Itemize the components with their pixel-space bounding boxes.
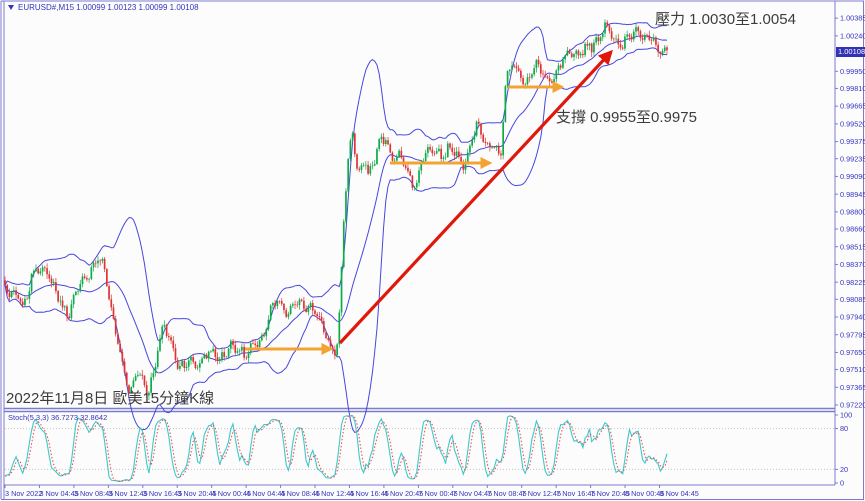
svg-text:0.97650: 0.97650 [840,348,865,357]
svg-text:0.98800: 0.98800 [840,207,865,216]
svg-text:4 Nov 00:45: 4 Nov 00:45 [212,489,251,498]
svg-text:3 Nov 20:45: 3 Nov 20:45 [177,489,216,498]
svg-text:0.99810: 0.99810 [840,84,865,93]
current-price-badge: 1.00108 [836,47,865,57]
chart-symbol-title: EURUSD#,M15 1.00099 1.00123 1.00099 1.00… [8,3,199,12]
svg-text:7 Nov 04:45: 7 Nov 04:45 [453,489,492,498]
svg-text:0.98225: 0.98225 [840,278,865,287]
svg-text:0.97795: 0.97795 [840,330,865,339]
svg-text:1.00240: 1.00240 [840,31,865,40]
svg-text:4 Nov 20:45: 4 Nov 20:45 [384,489,423,498]
resistance-annotation: 壓力 1.0030至1.0054 [655,11,796,28]
svg-text:3 Nov 08:45: 3 Nov 08:45 [74,489,113,498]
support-annotation: 支撐 0.9955至0.9975 [556,109,697,126]
svg-text:4 Nov 04:45: 4 Nov 04:45 [246,489,285,498]
svg-text:0.97510: 0.97510 [840,365,865,374]
svg-text:7 Nov 20:45: 7 Nov 20:45 [591,489,630,498]
svg-text:20: 20 [840,465,848,474]
svg-text:7 Nov 12:45: 7 Nov 12:45 [522,489,561,498]
svg-text:4 Nov 12:45: 4 Nov 12:45 [315,489,354,498]
svg-text:4 Nov 08:45: 4 Nov 08:45 [281,489,320,498]
svg-text:0.98945: 0.98945 [840,190,865,199]
svg-text:0.97940: 0.97940 [840,313,865,322]
svg-text:8 Nov 00:45: 8 Nov 00:45 [625,489,664,498]
svg-text:3 Nov 12:45: 3 Nov 12:45 [108,489,147,498]
svg-text:0.97365: 0.97365 [840,383,865,392]
svg-text:8 Nov 04:45: 8 Nov 04:45 [660,489,699,498]
svg-text:0: 0 [840,479,844,488]
svg-text:1.00385: 1.00385 [840,14,865,23]
svg-text:0.99235: 0.99235 [840,154,865,163]
svg-text:0.99090: 0.99090 [840,172,865,181]
svg-text:4 Nov 16:45: 4 Nov 16:45 [349,489,388,498]
stochastic-indicator-label: Stoch(5,3,3) 36.7273 32.8642 [8,413,108,422]
svg-text:80: 80 [840,424,848,433]
svg-text:7 Nov 16:45: 7 Nov 16:45 [556,489,595,498]
collapse-triangle-icon[interactable] [8,5,14,10]
svg-text:0.98515: 0.98515 [840,242,865,251]
svg-text:0.99520: 0.99520 [840,119,865,128]
svg-text:7 Nov 00:45: 7 Nov 00:45 [418,489,457,498]
svg-text:0.99950: 0.99950 [840,67,865,76]
svg-text:0.98660: 0.98660 [840,225,865,234]
svg-text:0.99665: 0.99665 [840,102,865,111]
svg-text:0.98370: 0.98370 [840,260,865,269]
svg-text:3 Nov 16:45: 3 Nov 16:45 [143,489,182,498]
svg-text:0.97220: 0.97220 [840,401,865,410]
svg-text:3 Nov 04:45: 3 Nov 04:45 [39,489,78,498]
uptrend-arrow-annotation [338,49,613,345]
date-caption: 2022年11月8日 歐美15分鐘K線 [6,390,215,407]
chart-title-text: EURUSD#,M15 1.00099 1.00123 1.00099 1.00… [18,3,199,12]
svg-text:0.98085: 0.98085 [840,295,865,304]
svg-text:100: 100 [840,411,852,420]
svg-text:7 Nov 08:45: 7 Nov 08:45 [487,489,526,498]
svg-text:0.99375: 0.99375 [840,137,865,146]
svg-text:3 Nov 2022: 3 Nov 2022 [5,489,42,498]
